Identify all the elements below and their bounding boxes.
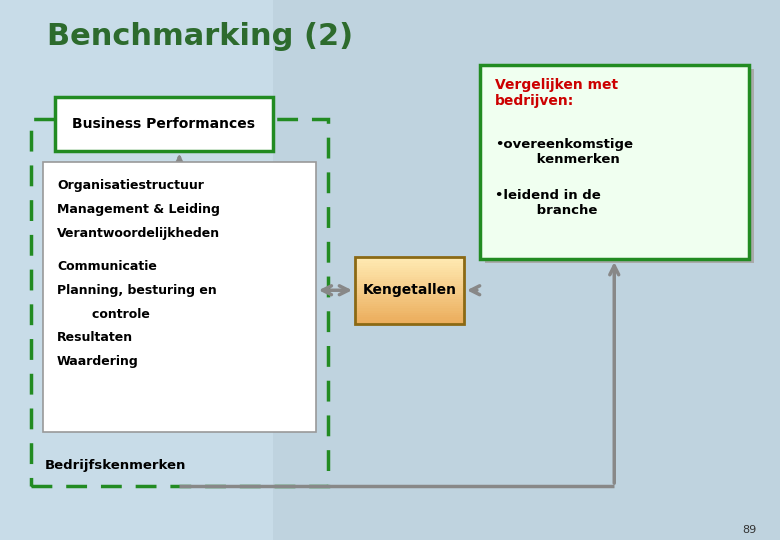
Bar bbox=[355, 286, 464, 288]
Text: Management & Leiding: Management & Leiding bbox=[57, 203, 220, 216]
Bar bbox=[355, 310, 464, 313]
Bar bbox=[355, 299, 464, 301]
Text: •overeenkomstige
         kenmerken: •overeenkomstige kenmerken bbox=[495, 138, 633, 166]
Bar bbox=[355, 320, 464, 322]
Bar bbox=[355, 263, 464, 266]
Text: Resultaten: Resultaten bbox=[57, 332, 133, 345]
Bar bbox=[355, 288, 464, 291]
Bar bbox=[355, 284, 464, 286]
Bar bbox=[355, 322, 464, 324]
Bar bbox=[355, 261, 464, 263]
Bar bbox=[355, 274, 464, 276]
Bar bbox=[355, 315, 464, 317]
Text: Communicatie: Communicatie bbox=[57, 260, 157, 273]
Text: Planning, besturing en: Planning, besturing en bbox=[57, 284, 217, 297]
Bar bbox=[355, 290, 464, 293]
Bar bbox=[355, 279, 464, 281]
Bar bbox=[355, 313, 464, 315]
Bar bbox=[355, 297, 464, 299]
Bar bbox=[355, 293, 464, 295]
Bar bbox=[355, 256, 464, 259]
Bar bbox=[355, 272, 464, 274]
Bar bbox=[355, 266, 464, 268]
Text: 89: 89 bbox=[743, 524, 757, 535]
Text: Bedrijfskenmerken: Bedrijfskenmerken bbox=[45, 460, 186, 472]
Bar bbox=[355, 306, 464, 308]
Bar bbox=[355, 259, 464, 261]
Text: Kengetallen: Kengetallen bbox=[363, 284, 456, 297]
Bar bbox=[355, 308, 464, 310]
Text: Verantwoordelijkheden: Verantwoordelijkheden bbox=[57, 227, 220, 240]
Bar bbox=[355, 268, 464, 270]
Text: Organisatiestructuur: Organisatiestructuur bbox=[57, 179, 204, 192]
FancyBboxPatch shape bbox=[43, 162, 316, 432]
Bar bbox=[355, 295, 464, 297]
Text: Benchmarking (2): Benchmarking (2) bbox=[47, 22, 353, 51]
FancyBboxPatch shape bbox=[55, 97, 273, 151]
Bar bbox=[273, 0, 780, 540]
Text: Vergelijken met
bedrijven:: Vergelijken met bedrijven: bbox=[495, 78, 619, 109]
Bar bbox=[355, 270, 464, 272]
Bar bbox=[355, 281, 464, 284]
Text: Business Performances: Business Performances bbox=[73, 117, 255, 131]
FancyBboxPatch shape bbox=[485, 69, 754, 263]
Bar bbox=[355, 317, 464, 320]
Bar bbox=[355, 276, 464, 279]
FancyBboxPatch shape bbox=[480, 65, 749, 259]
Text: Waardering: Waardering bbox=[57, 355, 139, 368]
Text: •leidend in de
         branche: •leidend in de branche bbox=[495, 189, 601, 217]
Bar bbox=[355, 303, 464, 306]
Text: controle: controle bbox=[57, 308, 150, 321]
Bar bbox=[355, 301, 464, 303]
